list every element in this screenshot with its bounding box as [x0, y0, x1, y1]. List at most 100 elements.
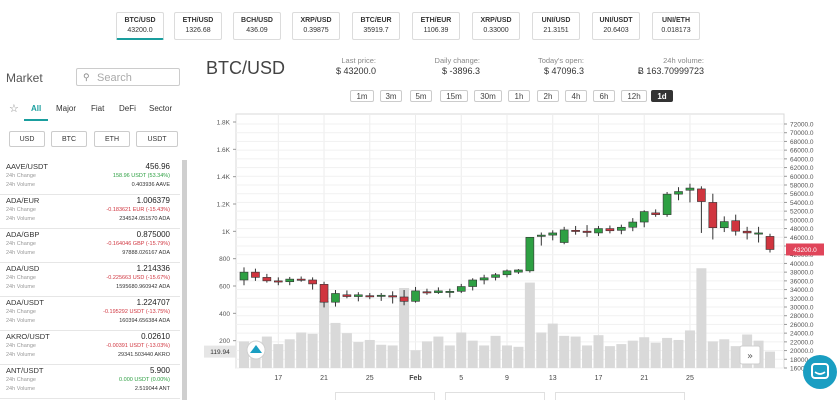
timeframe-4h-button[interactable]: 4h: [565, 90, 587, 102]
todays-open-value: $ 47096.3: [543, 66, 584, 76]
market-row-change: 158.96 USDT (53.34%): [112, 173, 170, 179]
market-row[interactable]: ADA/EUR 1.006379 24h Change 24h Volume -0.18…: [0, 194, 180, 229]
quote-eth-button[interactable]: ETH: [94, 131, 130, 147]
last-price-tag-label: 43200.0: [793, 247, 817, 254]
candle-body: [559, 229, 569, 243]
quote-btc-button[interactable]: BTC: [51, 131, 87, 147]
volume-label: 24h Volume: [6, 182, 36, 188]
scroll-latest-button[interactable]: [739, 345, 761, 365]
tab-fiat[interactable]: Fiat: [91, 104, 105, 113]
ticker-xrp-usd[interactable]: XRP/USD 0.39875: [292, 12, 340, 40]
market-row[interactable]: ADA/USD 1.214336 24h Change 24h Volume -0.22…: [0, 262, 180, 297]
timeframe-3m-button[interactable]: 3m: [380, 90, 402, 102]
change-label: 24h Change: [6, 207, 36, 213]
market-row-change: 0.000 USDT (0.00%): [119, 377, 170, 383]
volume-bar: [387, 345, 398, 368]
market-row[interactable]: ADA/GBP 0.875000 24h Change 24h Volume -0.16…: [0, 228, 180, 263]
ticker-bch-usd[interactable]: BCH/USD 436.09: [233, 12, 281, 40]
search-input[interactable]: [95, 70, 179, 86]
timeframe-6h-button[interactable]: 6h: [593, 90, 615, 102]
market-row-volume: 2.519044 ANT: [134, 386, 170, 392]
volume-tick-label: 200: [219, 338, 230, 345]
candle-body: [342, 294, 352, 297]
timeframe-1h-button[interactable]: 1h: [508, 90, 530, 102]
timeframe-5m-button[interactable]: 5m: [410, 90, 432, 102]
ticker-uni-eth[interactable]: UNI/ETH 0.018173: [652, 12, 700, 40]
ticker-btc-eur[interactable]: BTC/EUR 35919.7: [352, 12, 400, 40]
bottom-tab-2[interactable]: [445, 392, 545, 400]
price-tick-label: 68000.0: [790, 139, 814, 146]
candle-body: [376, 294, 386, 297]
volume-marker-label: 119.94: [210, 349, 230, 356]
help-chat-button[interactable]: [803, 355, 837, 389]
ticker-value: 20.6403: [603, 27, 629, 34]
tab-all[interactable]: All: [31, 104, 42, 113]
timeframe-1d-button[interactable]: 1d: [651, 90, 673, 102]
market-row-volume: 0.403936 AAVE: [131, 182, 170, 188]
candle-body: [251, 271, 260, 278]
ticker-eth-usd[interactable]: ETH/USD 1326.68: [174, 12, 222, 40]
market-row[interactable]: ANT/USDT 5.900 24h Change 24h Volume 0.000 U…: [0, 364, 180, 399]
volume-bar: [524, 282, 535, 368]
ticker-value: 436.09: [246, 27, 268, 34]
ticker-btc-usd[interactable]: BTC/USD 43200.0: [116, 12, 164, 40]
volume-tick-label: 1.6K: [217, 147, 231, 154]
volume-tick-label: 800: [219, 256, 230, 263]
timeframe-2h-button[interactable]: 2h: [537, 90, 559, 102]
volume-bar: [353, 342, 364, 368]
market-row-change: -0.164046 GBP (-15.79%): [106, 241, 171, 247]
candle-body: [605, 228, 615, 232]
market-row[interactable]: AAVE/USDT 456.96 24h Change 24h Volume 158.9…: [0, 160, 180, 195]
timeframe-15m-button[interactable]: 15m: [440, 90, 468, 102]
timeframe-30m-button[interactable]: 30m: [474, 90, 502, 102]
ticker-eth-eur[interactable]: ETH/EUR 1106.39: [412, 12, 460, 40]
candle-body: [571, 230, 580, 232]
tab-sector[interactable]: Sector: [149, 104, 173, 113]
candle-body: [468, 279, 477, 287]
volume-bar: [765, 351, 775, 368]
ticker-uni-usd[interactable]: UNI/USD 21.3151: [532, 12, 580, 40]
volume-tick-label: 1K: [222, 229, 231, 236]
market-row-name: ADA/EUR: [6, 196, 40, 205]
ticker-uni-usdt[interactable]: UNI/USDT 20.6403: [592, 12, 640, 40]
change-label: 24h Change: [6, 309, 36, 315]
ticker-pair: XRP/USD: [300, 17, 332, 24]
candle-body: [456, 286, 466, 292]
market-row[interactable]: ADA/USDT 1.224707 24h Change 24h Volume -0.1…: [0, 296, 180, 331]
candle-body: [754, 232, 763, 235]
market-row-name: ADA/GBP: [6, 230, 40, 239]
volume-bar: [570, 336, 581, 368]
candle-body: [239, 271, 249, 281]
selected-pair-title: BTC/USD: [206, 58, 286, 78]
price-tick-label: 54000.0: [790, 200, 814, 207]
last-price-label: Last price:: [341, 56, 376, 65]
price-tick-label: 22000.0: [790, 339, 814, 346]
candlestick-chart[interactable]: 17 21 25 Feb 5 9 13 17 21 25 16000.0 18000.0 20000.0…: [204, 108, 840, 388]
volume-bar: [479, 345, 490, 368]
timeframe-1m-button[interactable]: 1m: [350, 90, 374, 102]
candle-body: [719, 221, 729, 228]
ticker-xrp-usd[interactable]: XRP/USD 0.33000: [472, 12, 520, 40]
timeframe-12h-button[interactable]: 12h: [621, 90, 647, 102]
bottom-tab-3[interactable]: [555, 392, 685, 400]
star-icon[interactable]: ☆: [9, 103, 19, 115]
tab-major[interactable]: Major: [56, 104, 77, 113]
volume-bar: [399, 288, 410, 368]
x-tick-label: 5: [459, 375, 463, 382]
tab-defi[interactable]: DeFi: [119, 104, 136, 113]
market-row[interactable]: AKRO/USDT 0.02610 24h Change 24h Volume -0.0…: [0, 330, 180, 365]
search-box[interactable]: ⚲: [76, 68, 180, 86]
price-tick-label: 30000.0: [790, 305, 814, 312]
quote-usdt-button[interactable]: USDT: [136, 131, 178, 147]
market-list-scrollbar[interactable]: [182, 160, 187, 400]
price-tick-label: 40000.0: [790, 261, 814, 268]
price-tick-label: 24000.0: [790, 331, 814, 338]
bottom-tab-1[interactable]: [335, 392, 435, 400]
price-tick-label: 72000.0: [790, 122, 814, 129]
ticker-pair: BTC/EUR: [360, 17, 392, 24]
price-tick-label: 46000.0: [790, 235, 814, 242]
candle-body: [354, 294, 363, 297]
quote-usd-button[interactable]: USD: [9, 131, 45, 147]
volume-tick-label: 1.2K: [217, 202, 231, 209]
volume-tick-label: 400: [219, 311, 230, 318]
